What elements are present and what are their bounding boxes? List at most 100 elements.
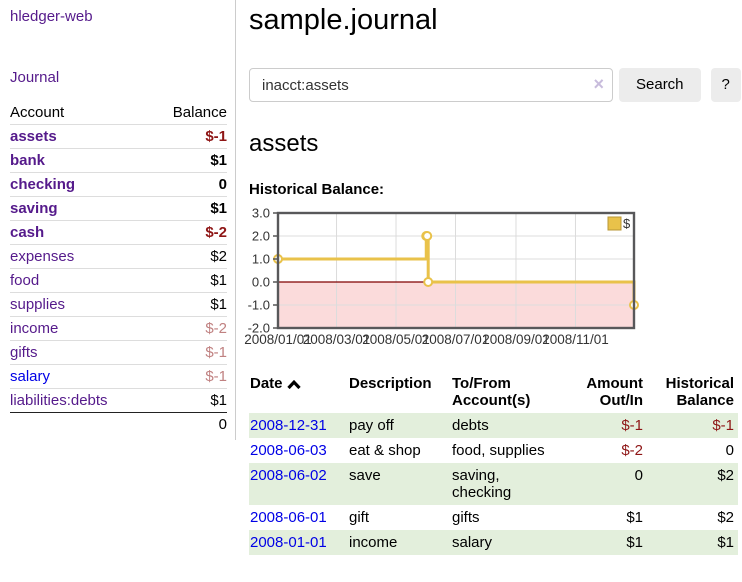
transaction-row: 2008-06-03 eat & shop food, supplies $-2 0 (249, 438, 738, 463)
sidebar-account-link[interactable]: assets (10, 128, 57, 145)
search-bar: × Search ? (249, 68, 741, 102)
column-header-label: To/From Account(s) (452, 375, 531, 409)
column-header-label: Amount Out/In (586, 375, 643, 409)
account-row: liabilities:debts $1 (10, 388, 227, 413)
transaction-balance: 0 (725, 442, 734, 459)
account-balance: $1 (210, 152, 227, 169)
clear-search-icon[interactable]: × (593, 74, 604, 94)
svg-text:$: $ (623, 216, 631, 231)
account-row: bank $1 (10, 148, 227, 173)
historical-balance-chart: 3.0 2.0 1.0 0.0 -1.0 -2.0 2008/01/01 2008/03/01… (244, 206, 741, 354)
transaction-amount: $1 (626, 534, 643, 551)
transaction-accounts: debts (452, 417, 489, 434)
sort-ascending-icon (286, 379, 301, 390)
transaction-description: gift (349, 509, 370, 526)
page-title: sample.journal (249, 4, 438, 36)
svg-text:3.0: 3.0 (252, 206, 270, 221)
account-balance: $1 (210, 272, 227, 289)
svg-text:2.0: 2.0 (252, 229, 270, 244)
sidebar-account-link[interactable]: checking (10, 176, 76, 193)
accounts-header-account: Account (10, 104, 65, 121)
account-row: cash $-2 (10, 220, 227, 245)
account-row: food $1 (10, 268, 227, 293)
svg-text:1.0: 1.0 (252, 252, 270, 267)
account-row: gifts $-1 (10, 340, 227, 365)
sidebar-content: hledger-web Journal Account Balance asse… (0, 0, 236, 440)
chart-label: Historical Balance: (249, 181, 385, 198)
svg-text:2008/07/01: 2008/07/01 (422, 332, 490, 347)
transaction-accounts: salary (452, 534, 493, 551)
search-input-wrapper: × (249, 68, 613, 102)
transaction-date-link[interactable]: 2008-12-31 (250, 417, 327, 434)
register-column-header: Description (348, 371, 451, 413)
account-balance: 0 (218, 176, 227, 193)
sidebar-item-journal[interactable]: Journal (10, 69, 60, 86)
account-row: income $-2 (10, 316, 227, 341)
accounts-total: 0 (218, 416, 227, 433)
sidebar-account-link[interactable]: saving (10, 200, 58, 217)
search-input[interactable] (249, 68, 613, 102)
transaction-accounts: saving, checking (452, 467, 512, 501)
transaction-description: eat & shop (349, 442, 421, 459)
svg-text:2008/11/01: 2008/11/01 (542, 332, 609, 347)
column-header-label: Date (250, 375, 283, 392)
transaction-accounts: gifts (452, 509, 480, 526)
transaction-date-link[interactable]: 2008-01-01 (250, 534, 327, 551)
transaction-balance: $2 (717, 509, 734, 526)
transaction-amount: $-2 (621, 442, 643, 459)
transaction-balance: $-1 (712, 417, 734, 434)
register-table: Date Description To/From Account(s) Amount … (249, 371, 738, 555)
register-column-header: To/From Account(s) (451, 371, 551, 413)
column-header-label: Historical Balance (665, 375, 734, 409)
sidebar-account-link[interactable]: expenses (10, 248, 75, 265)
account-row: supplies $1 (10, 292, 227, 317)
account-balance: $-1 (205, 344, 227, 361)
svg-text:2008/09/01: 2008/09/01 (482, 332, 550, 347)
sidebar-account-link[interactable]: cash (10, 224, 45, 241)
transaction-description: income (349, 534, 398, 551)
svg-text:-1.0: -1.0 (248, 298, 270, 313)
account-row: expenses $2 (10, 244, 227, 269)
transaction-amount: 0 (634, 467, 643, 484)
sidebar-account-link[interactable]: salary (10, 368, 51, 385)
transaction-date-link[interactable]: 2008-06-03 (250, 442, 327, 459)
transaction-amount: $-1 (621, 417, 643, 434)
column-header-label: Description (349, 375, 432, 392)
account-row: checking 0 (10, 172, 227, 197)
transaction-date-link[interactable]: 2008-06-02 (250, 467, 327, 484)
register-column-header: Amount Out/In (551, 371, 643, 413)
register-column-header[interactable]: Date (249, 371, 348, 413)
sidebar-account-link[interactable]: income (10, 320, 59, 337)
account-title: assets (249, 130, 319, 157)
transaction-row: 2008-01-01 income salary $1 $1 (249, 530, 738, 555)
transaction-balance: $1 (717, 534, 734, 551)
account-balance: $-1 (205, 128, 227, 145)
sidebar-account-link[interactable]: liabilities:debts (10, 392, 108, 409)
account-row: assets $-1 (10, 124, 227, 149)
transaction-date-link[interactable]: 2008-06-01 (250, 509, 327, 526)
transaction-description: pay off (349, 417, 394, 434)
app-title-link[interactable]: hledger-web (10, 8, 93, 25)
sidebar-account-link[interactable]: food (10, 272, 40, 289)
accounts-header-balance: Balance (172, 104, 227, 121)
accounts-table: Account Balance assets $-1 bank $1 checking 0… (10, 101, 227, 436)
sidebar-account-link[interactable]: gifts (10, 344, 38, 361)
sidebar: hledger-web Journal Account Balance asse… (0, 0, 236, 582)
search-button[interactable]: Search (619, 68, 701, 102)
transaction-row: 2008-06-01 gift gifts $1 $2 (249, 505, 738, 530)
sidebar-account-link[interactable]: supplies (10, 296, 66, 313)
chart-svg: 3.0 2.0 1.0 0.0 -1.0 -2.02008/01/012008/03/01… (244, 206, 639, 347)
account-row: saving $1 (10, 196, 227, 221)
sidebar-account-link[interactable]: bank (10, 152, 46, 169)
help-button[interactable]: ? (710, 68, 741, 102)
svg-text:0.0: 0.0 (252, 275, 270, 290)
transaction-row: 2008-06-02 save saving, checking 0 $2 (249, 463, 738, 505)
transaction-accounts: food, supplies (452, 442, 545, 459)
svg-text:2008/05/01: 2008/05/01 (362, 332, 430, 347)
transaction-row: 2008-12-31 pay off debts $-1 $-1 (249, 413, 738, 438)
transaction-description: save (349, 467, 381, 484)
account-balance: $-2 (205, 224, 227, 241)
account-row: salary $-1 (10, 364, 227, 389)
account-balance: $1 (210, 392, 227, 409)
svg-text:2008/03/01: 2008/03/01 (303, 332, 371, 347)
